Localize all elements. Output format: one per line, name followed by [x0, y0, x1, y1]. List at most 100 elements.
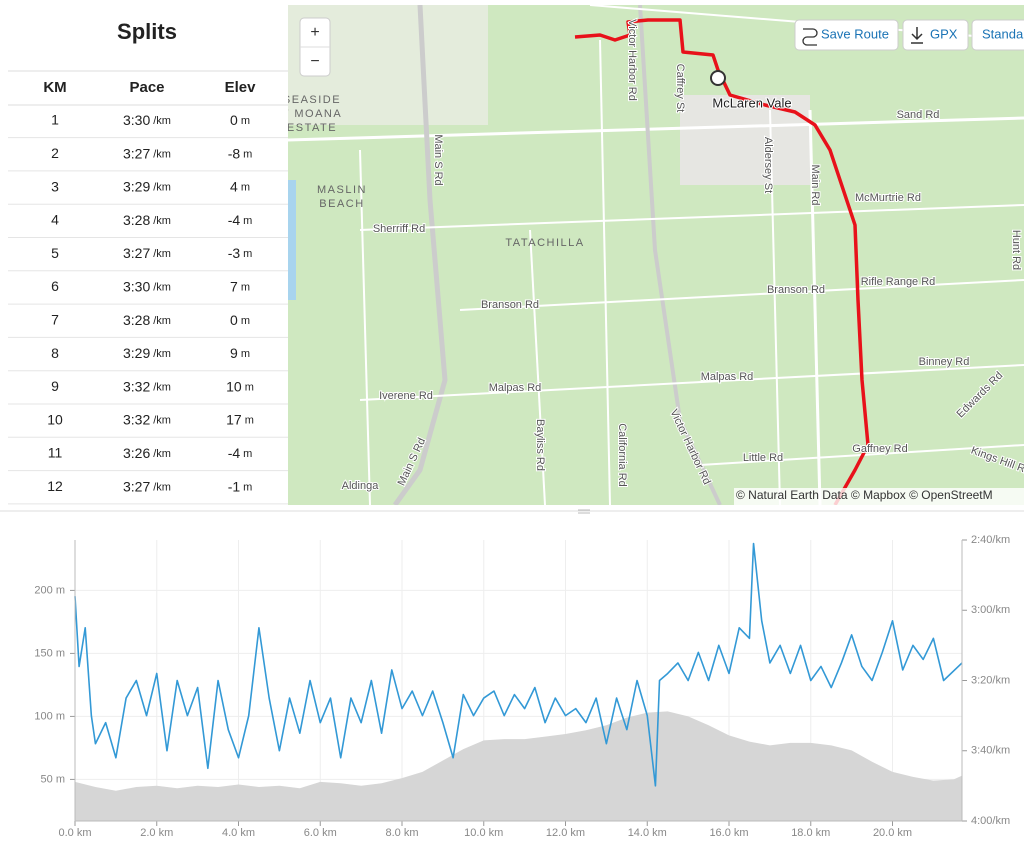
column-header: Pace [129, 79, 164, 96]
elev-unit: m [241, 348, 250, 360]
map-labels: Victor Harbor Rd Caffrey St McLaren Vale Sa… [283, 18, 1024, 493]
x-tick-label: 14.0 km [628, 827, 667, 839]
pace-value: 3:27 [123, 145, 150, 161]
elev-cell: -8 m [228, 145, 253, 161]
road [808, 109, 822, 505]
map-label: Rifle Range Rd [861, 276, 936, 288]
km-cell: 3 [51, 178, 59, 194]
download-icon [911, 27, 923, 44]
pace-cell: 3:27/km [123, 245, 171, 261]
chart: 0.0 km 2.0 km 4.0 km 6.0 km 8.0 km 10.0 km 12.… [34, 534, 1010, 839]
map-label: Binney Rd [919, 356, 970, 368]
finish-icon [710, 70, 726, 86]
pace-cell: 3:28/km [123, 312, 171, 328]
x-tick-label: 12.0 km [546, 827, 585, 839]
pace-value: 3:29 [123, 178, 150, 194]
road [288, 116, 1024, 142]
zoom-in[interactable]: + [310, 24, 319, 41]
button-label[interactable]: Standa [982, 26, 1024, 41]
map-label: SEASIDE [283, 94, 341, 106]
map-label: Aldersey St [762, 137, 774, 193]
km-cell: 11 [48, 445, 63, 461]
road [392, 5, 448, 505]
zoom-control: + − [299, 17, 331, 77]
map-label: Sherriff Rd [373, 223, 425, 235]
map-label: California Rd [616, 423, 628, 487]
y-tick-label: 100 m [34, 710, 65, 722]
map-label: Victor Harbor Rd [626, 19, 638, 101]
pace-line [74, 542, 963, 787]
map-roads [288, 5, 1024, 505]
elev-cell: -4 m [228, 212, 253, 228]
map-label: Branson Rd [481, 299, 539, 311]
elev-value: -4 [228, 212, 241, 228]
map-label: Malpas Rd [701, 371, 754, 383]
pace-cell: 3:30/km [123, 112, 171, 128]
elev-cell: -3 m [228, 245, 253, 261]
elev-cell: 17 m [226, 411, 254, 427]
road [359, 364, 1024, 401]
y2-tick-label: 3:00/km [971, 604, 1010, 616]
pace-value: 3:29 [123, 345, 150, 361]
pace-value: 3:27 [123, 245, 150, 261]
pace-unit: /km [153, 281, 171, 293]
map-label: Caffrey St [674, 64, 686, 113]
map-water [288, 180, 296, 300]
x-tick-label: 0.0 km [58, 827, 91, 839]
elevation-area [75, 711, 962, 821]
km-cell: 8 [51, 345, 59, 361]
pace-value: 3:32 [123, 411, 150, 427]
column-header: KM [43, 79, 66, 96]
pace-unit: /km [153, 148, 171, 160]
road [769, 109, 781, 505]
elev-cell: -1 m [228, 478, 253, 494]
km-cell: 4 [51, 212, 59, 228]
y-tick-label: 150 m [34, 647, 65, 659]
road [529, 229, 546, 505]
pace-unit: /km [153, 481, 171, 493]
save-route-button[interactable] [794, 19, 899, 51]
x-tick-label: 18.0 km [791, 827, 830, 839]
pace-unit: /km [153, 448, 171, 460]
x-tick-label: 16.0 km [709, 827, 748, 839]
button-label[interactable]: Save Route [821, 26, 889, 41]
elev-unit: m [243, 481, 252, 493]
elev-value: 4 [230, 178, 238, 194]
elev-unit: m [243, 215, 252, 227]
button-label[interactable]: GPX [930, 26, 958, 41]
elev-unit: m [241, 315, 250, 327]
y2-tick-label: 3:40/km [971, 745, 1010, 757]
map-label: Aldinga [342, 480, 380, 492]
km-cell: 5 [51, 245, 59, 261]
pace-value: 3:30 [123, 112, 150, 128]
elev-value: -1 [228, 478, 241, 494]
pace-unit: /km [153, 215, 171, 227]
elev-value: -4 [228, 445, 241, 461]
map-label: Iverene Rd [379, 390, 433, 402]
map-label: Bayliss Rd [534, 419, 546, 471]
map[interactable]: Victor Harbor Rd Caffrey St McLaren Vale Sa… [282, 5, 1024, 505]
pace-cell: 3:29/km [123, 345, 171, 361]
elev-value: -3 [228, 245, 241, 261]
elev-value: 7 [230, 278, 238, 294]
style-button[interactable] [971, 19, 1024, 51]
panel-title: Splits [117, 19, 177, 44]
pace-cell: 3:28/km [123, 212, 171, 228]
pace-value: 3:32 [123, 378, 150, 394]
km-cell: 7 [51, 312, 59, 328]
x-tick-label: 10.0 km [464, 827, 503, 839]
road [599, 39, 611, 505]
map-label: BEACH [319, 198, 364, 210]
zoom-out[interactable]: − [310, 53, 319, 70]
km-cell: 12 [47, 478, 63, 494]
pace-cell: 3:27/km [123, 145, 171, 161]
elev-cell: -4 m [228, 445, 253, 461]
map-label: ESTATE [287, 122, 337, 134]
y2-tick-label: 2:40/km [971, 534, 1010, 546]
x-tick-label: 4.0 km [222, 827, 255, 839]
